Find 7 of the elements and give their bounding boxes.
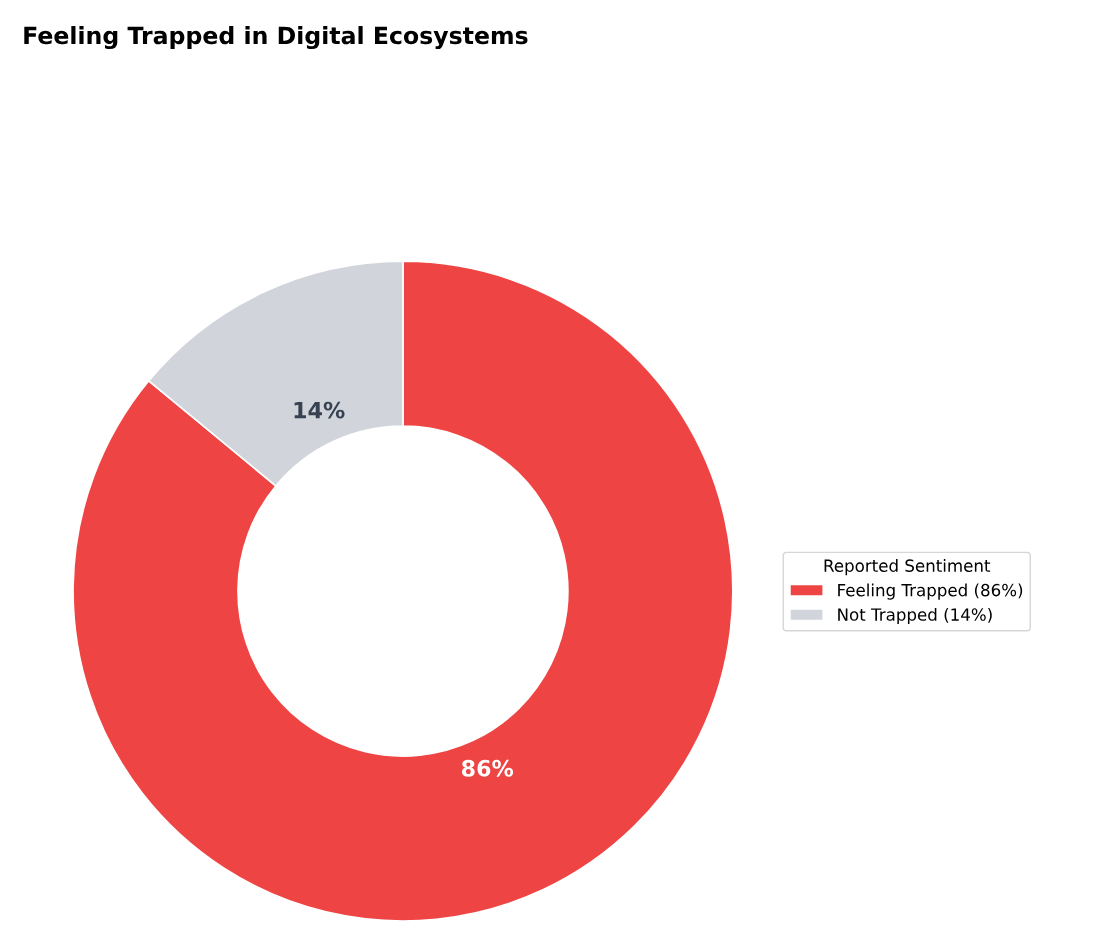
legend-label: Not Trapped (14%)	[838, 607, 992, 625]
legend-label: Feeling Trapped (86%)	[838, 583, 1023, 600]
data-label: 14%	[294, 401, 345, 419]
data-label: 86%	[461, 759, 514, 777]
legend-title: Reported Sentiment	[824, 559, 991, 576]
chart-title: Feeling Trapped in Digital Ecosystems	[24, 26, 528, 50]
donut-slice	[72, 260, 734, 922]
